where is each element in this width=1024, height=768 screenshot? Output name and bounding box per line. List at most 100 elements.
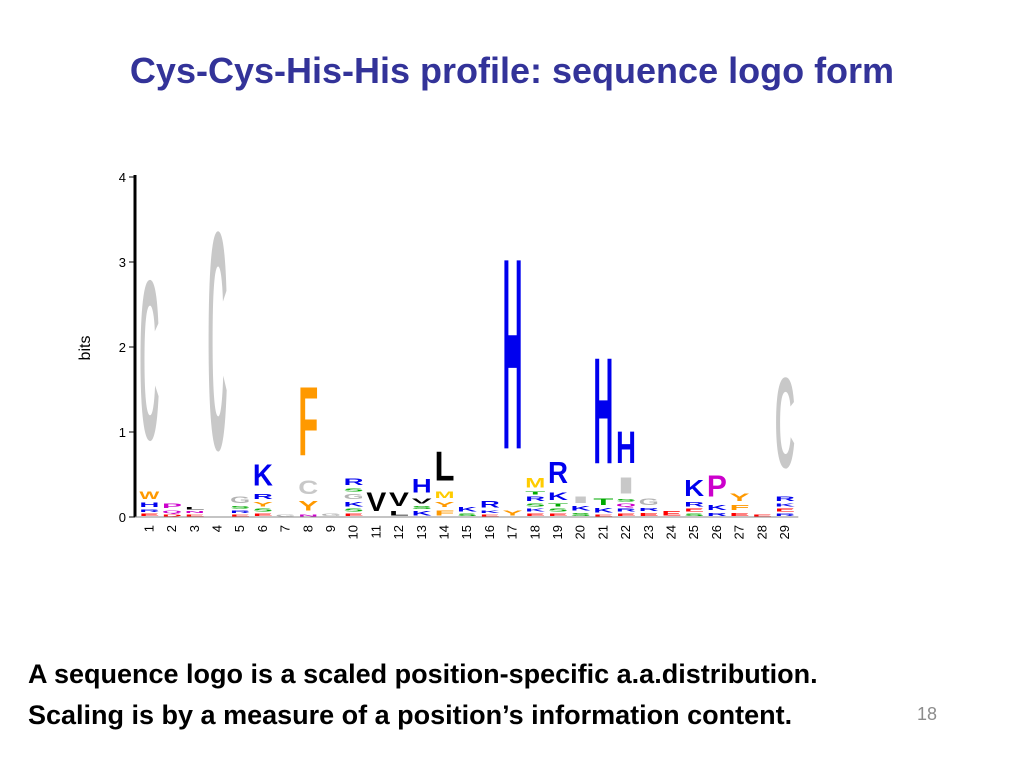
- x-tick-label: 13: [414, 525, 429, 539]
- logo-letter-H: H: [139, 502, 159, 509]
- logo-letter-P: P: [707, 471, 727, 504]
- logo-letter-G: G: [639, 497, 659, 507]
- logo-letter-E: E: [480, 514, 500, 517]
- logo-letter-R: R: [639, 507, 659, 512]
- x-tick-label: 24: [663, 525, 678, 539]
- x-tick-label: 26: [709, 525, 724, 539]
- logo-letter-H: H: [412, 476, 432, 497]
- logo-letter-M: M: [525, 476, 545, 491]
- x-tick-label: 11: [368, 525, 383, 539]
- y-tick-label: 0: [119, 510, 126, 525]
- logo-letter-W: W: [139, 489, 159, 502]
- logo-letter-R: R: [253, 493, 273, 501]
- logo-stack-position-11: V: [366, 487, 386, 517]
- logo-letter-Q: Q: [616, 502, 636, 507]
- logo-letter-K: K: [684, 476, 705, 501]
- logo-letter-L: L: [185, 506, 205, 510]
- logo-letter-F: F: [298, 365, 318, 476]
- logo-letter-K: K: [593, 507, 614, 514]
- x-tick-label: 6: [255, 525, 270, 532]
- logo-letter-E: E: [548, 513, 568, 517]
- logo-letter-S: S: [571, 512, 591, 517]
- y-tick-label: 3: [119, 255, 126, 270]
- logo-letter-K: K: [457, 506, 478, 513]
- logo-letter-P: P: [162, 502, 182, 509]
- logo-letter-H: H: [503, 202, 523, 507]
- logo-letter-E: E: [752, 514, 772, 517]
- logo-letter-R: R: [344, 477, 364, 487]
- logo-letter-Y: Y: [298, 498, 319, 513]
- logo-letter-E: E: [344, 513, 364, 517]
- logo-letter-S: S: [525, 503, 545, 508]
- x-tick-label: 3: [187, 525, 202, 532]
- x-tick-label: 8: [300, 525, 315, 532]
- logo-letter-S: S: [457, 513, 477, 517]
- logo-stack-position-16: EKR: [480, 499, 501, 517]
- logo-letter-F: F: [434, 509, 454, 518]
- logo-letter-V: V: [366, 487, 386, 517]
- x-tick-label: 18: [527, 525, 542, 539]
- x-tick-label: 7: [278, 525, 293, 532]
- x-tick-label: 21: [595, 525, 610, 539]
- logo-letter-C: C: [298, 478, 318, 499]
- logo-letter-E: E: [525, 513, 545, 517]
- logo-letter-E: E: [661, 510, 681, 517]
- logo-stack-position-17: YH: [503, 202, 524, 517]
- y-tick-label: 4: [119, 170, 126, 185]
- logo-letter-S: S: [344, 487, 364, 492]
- logo-letter-R: R: [525, 496, 546, 503]
- logo-letter-K: K: [571, 505, 592, 512]
- logo-letter-K: K: [344, 501, 365, 508]
- x-tick-label: 14: [436, 525, 451, 539]
- x-tick-label: 19: [550, 525, 565, 539]
- x-tick-label: 2: [164, 525, 179, 532]
- x-tick-label: 29: [777, 525, 792, 539]
- logo-letter-E: E: [230, 514, 250, 517]
- x-tick-label: 12: [391, 525, 406, 539]
- logo-letter-K: K: [548, 490, 569, 502]
- logo-stack-position-2: DQP: [162, 502, 182, 517]
- logo-letter-Y: Y: [434, 500, 455, 509]
- logo-stack-position-15: SK: [457, 506, 478, 517]
- logo-letter-E: E: [684, 508, 704, 513]
- logo-letter-S: S: [684, 513, 704, 517]
- logo-letter-E: E: [730, 512, 750, 517]
- x-tick-label: 10: [346, 525, 361, 539]
- y-tick-label: 1: [119, 425, 126, 440]
- logo-letter-S: S: [548, 508, 568, 513]
- logo-letter-K: K: [412, 511, 433, 518]
- logo-letter-E: E: [616, 513, 636, 517]
- logo-letter-C: C: [775, 351, 795, 495]
- logo-letter-T: T: [593, 497, 613, 507]
- x-tick-label: 22: [618, 525, 633, 539]
- logo-axes: 0 1 2 3 4: [119, 170, 799, 525]
- logo-letter-D: D: [162, 514, 182, 517]
- logo-letter-C: C: [207, 167, 227, 515]
- logo-letter-I: I: [616, 473, 636, 498]
- logo-letter-I: I: [571, 495, 591, 505]
- logo-letter-R: R: [139, 509, 159, 513]
- logo-letter-Y: Y: [253, 501, 274, 508]
- x-tick-label: 4: [209, 525, 224, 532]
- logo-letter-R: R: [707, 512, 727, 517]
- logo-letter-N: N: [185, 510, 205, 513]
- logo-letter-G: G: [230, 496, 250, 506]
- logo-stack-position-4: C: [207, 167, 227, 515]
- x-tick-label: 9: [323, 525, 338, 532]
- logo-letter-R: R: [616, 508, 636, 513]
- logo-stack-position-26: RKP: [707, 471, 727, 518]
- logo-letter-E: E: [253, 513, 273, 517]
- logo-letter-E: E: [593, 514, 613, 517]
